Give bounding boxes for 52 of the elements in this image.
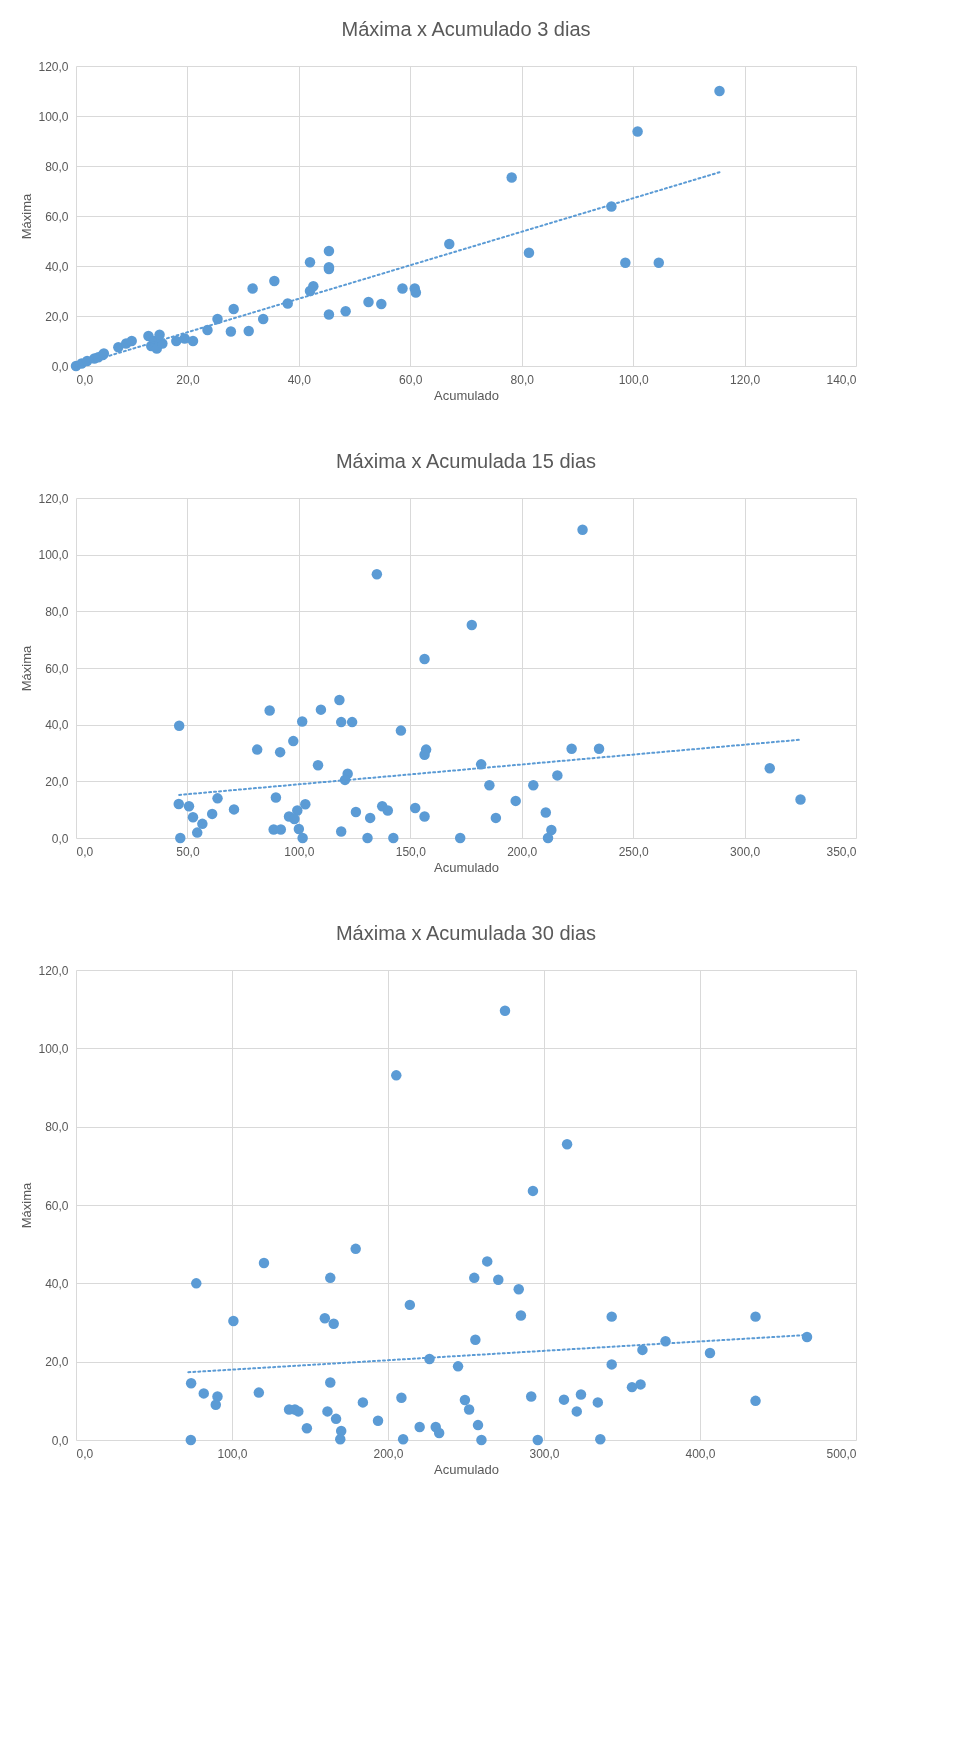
x-tick-label: 20,0 [176, 372, 200, 387]
chart-title: Máxima x Acumulada 15 dias [335, 450, 597, 472]
y-tick-label: 40,0 [45, 1276, 69, 1291]
y-axis-title: Máxima [19, 644, 35, 692]
x-axis-title: Acumulado [433, 1461, 500, 1477]
x-tick-label: 300,0 [730, 844, 761, 859]
y-tick-label: 100,0 [38, 1041, 69, 1056]
x-tick-label: 100,0 [217, 1446, 248, 1461]
y-tick-label: 120,0 [38, 59, 69, 74]
x-tick-label: 250,0 [618, 844, 649, 859]
x-axis-title: Acumulado [433, 387, 500, 403]
y-tick-label: 60,0 [45, 1198, 69, 1213]
y-tick-label: 0,0 [51, 359, 69, 374]
y-tick-label: 20,0 [45, 1355, 69, 1370]
x-tick-label: 500,0 [826, 1446, 857, 1461]
chart-title: Máxima x Acumulado 3 dias [341, 18, 591, 40]
x-tick-label: 60,0 [399, 372, 423, 387]
x-axis-title: Acumulado [433, 859, 500, 875]
y-tick-label: 120,0 [38, 491, 69, 506]
y-tick-label: 80,0 [45, 1120, 69, 1135]
x-tick-label: 80,0 [510, 372, 535, 387]
x-tick-label: 200,0 [373, 1446, 404, 1461]
y-tick-label: 0,0 [51, 831, 69, 846]
x-tick-label: 140,0 [826, 372, 857, 387]
chart-title: Máxima x Acumulada 30 dias [335, 922, 597, 944]
y-tick-label: 120,0 [38, 963, 69, 978]
x-tick-label: 0,0 [76, 1446, 94, 1461]
x-tick-label: 350,0 [826, 844, 857, 859]
x-tick-label: 0,0 [76, 844, 94, 859]
x-tick-label: 120,0 [730, 372, 761, 387]
y-tick-label: 40,0 [45, 259, 69, 274]
y-tick-label: 20,0 [45, 774, 69, 789]
x-tick-label: 0,0 [76, 372, 94, 387]
x-tick-label: 300,0 [529, 1446, 560, 1461]
y-tick-label: 100,0 [38, 548, 69, 563]
x-tick-label: 150,0 [395, 844, 427, 859]
y-tick-label: 40,0 [45, 718, 69, 733]
y-axis-title: Máxima [19, 192, 35, 240]
x-tick-label: 100,0 [284, 844, 315, 859]
x-tick-label: 400,0 [685, 1446, 716, 1461]
y-tick-label: 80,0 [45, 159, 69, 174]
x-tick-label: 200,0 [507, 844, 538, 859]
x-tick-label: 100,0 [618, 372, 649, 387]
y-tick-label: 100,0 [38, 109, 69, 124]
y-tick-label: 0,0 [51, 1433, 69, 1448]
y-tick-label: 80,0 [45, 604, 69, 619]
y-tick-label: 20,0 [45, 309, 69, 324]
x-tick-label: 40,0 [287, 372, 312, 387]
y-tick-label: 60,0 [45, 209, 69, 224]
y-axis-title: Máxima [19, 1181, 35, 1229]
x-tick-label: 50,0 [176, 844, 200, 859]
y-tick-label: 60,0 [45, 661, 69, 676]
